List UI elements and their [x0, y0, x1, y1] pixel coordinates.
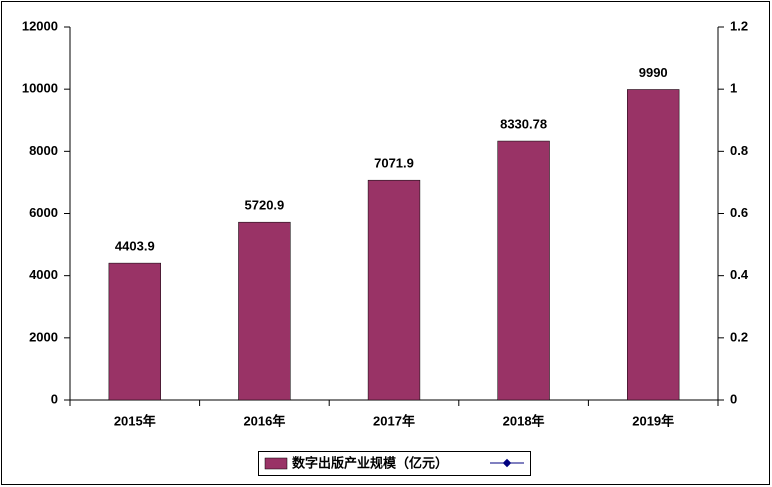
- y2-tick-label: 0: [730, 391, 737, 406]
- y2-tick-label: 1.2: [730, 18, 748, 33]
- y-tick-label: 8000: [29, 143, 58, 158]
- bar: [367, 179, 421, 401]
- data-label: 4403.9: [115, 239, 155, 254]
- x-tick-label: 2017年: [373, 413, 415, 428]
- x-tick-label: 2018年: [503, 413, 545, 428]
- data-label: 8330.78: [500, 116, 547, 131]
- y2-tick-label: 0.2: [730, 329, 748, 344]
- legend-label: 数字出版产业规模（亿元）: [292, 455, 448, 470]
- y-tick-label: 0: [51, 391, 58, 406]
- y-tick-label: 2000: [29, 329, 58, 344]
- y2-tick-label: 0.8: [730, 143, 748, 158]
- bar: [108, 262, 161, 401]
- x-tick-label: 2015年: [114, 413, 156, 428]
- x-tick-label: 2019年: [632, 413, 674, 428]
- x-tick-label: 2016年: [243, 413, 285, 428]
- y2-tick-label: 1: [730, 81, 737, 96]
- bar: [238, 221, 291, 401]
- bar: [627, 89, 680, 401]
- data-label: 5720.9: [245, 198, 285, 213]
- y-tick-label: 6000: [29, 205, 58, 220]
- legend-marker: [502, 458, 512, 468]
- y-tick-label: 12000: [22, 18, 58, 33]
- y-tick-label: 4000: [29, 267, 58, 282]
- data-label: 9990: [639, 65, 668, 80]
- legend-box: [258, 451, 531, 476]
- legend-swatch: [264, 457, 288, 470]
- data-label: 7071.9: [374, 156, 414, 171]
- y2-tick-label: 0.6: [730, 205, 748, 220]
- bar: [497, 140, 550, 401]
- y-tick-label: 10000: [22, 81, 58, 96]
- y2-tick-label: 0.4: [730, 267, 749, 282]
- legend: 数字出版产业规模（亿元）: [258, 451, 531, 476]
